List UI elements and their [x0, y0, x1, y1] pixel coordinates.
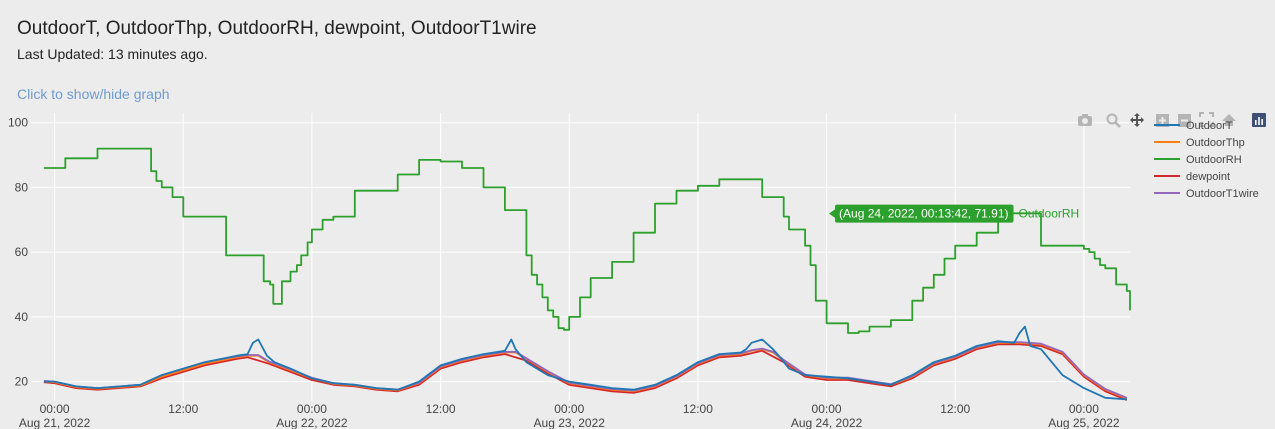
- y-axis: 20 40 60 80 100: [8, 116, 28, 389]
- x-tick-label: 12:00: [683, 402, 713, 416]
- x-tick-label: 12:00: [940, 402, 970, 416]
- y-tick-label: 100: [8, 116, 28, 130]
- x-tick-date-label: Aug 22, 2022: [276, 416, 348, 429]
- reset-axes-icon[interactable]: [1222, 114, 1236, 126]
- legend-item-outdoort[interactable]: OutdoorT: [1154, 120, 1233, 132]
- legend-label: OutdoorT1wire: [1186, 188, 1259, 200]
- tooltip-series: OutdoorRH: [1019, 207, 1080, 221]
- y-tick-label: 40: [15, 310, 29, 324]
- legend-label: dewpoint: [1186, 171, 1230, 183]
- autoscale-icon[interactable]: [1199, 112, 1214, 127]
- legend-item-outdoorrh[interactable]: OutdoorRH: [1154, 154, 1242, 166]
- legend-label: OutdoorT: [1186, 120, 1233, 132]
- y-tick-label: 20: [15, 375, 29, 389]
- toggle-graph-link[interactable]: Click to show/hide graph: [17, 86, 170, 102]
- x-tick-date-label: Aug 23, 2022: [534, 416, 606, 429]
- x-tick-label: 00:00: [554, 402, 584, 416]
- tooltip-box: [835, 204, 1014, 223]
- page-title: OutdoorT, OutdoorThp, OutdoorRH, dewpoin…: [17, 18, 537, 39]
- series-line-outdoort[interactable]: [43, 325, 1127, 401]
- x-tick-label: 00:00: [1069, 402, 1099, 416]
- x-tick-label: 00:00: [297, 402, 327, 416]
- x-tick-date-label: Aug 25, 2022: [1048, 416, 1120, 429]
- legend-item-outdoorthp[interactable]: OutdoorThp: [1154, 137, 1245, 149]
- zoom-in-icon[interactable]: [1156, 114, 1169, 127]
- y-tick-label: 80: [15, 180, 29, 194]
- tooltip-text: (Aug 24, 2022, 00:13:42, 71.91): [839, 207, 1008, 221]
- series-line-dewpoint[interactable]: [43, 343, 1128, 401]
- hover-tooltip: (Aug 24, 2022, 00:13:42, 71.91) OutdoorR…: [829, 204, 1080, 223]
- legend-label: OutdoorThp: [1186, 137, 1245, 149]
- tooltip-arrow: [829, 208, 837, 219]
- zoom-out-icon[interactable]: [1178, 114, 1191, 127]
- series-line-outdoort1wire[interactable]: [43, 341, 1128, 399]
- legend-label: OutdoorRH: [1186, 154, 1242, 166]
- camera-icon[interactable]: [1078, 114, 1092, 126]
- plotly-logo-icon[interactable]: [1252, 113, 1266, 127]
- x-tick-label: 00:00: [40, 402, 70, 416]
- x-tick-label: 12:00: [426, 402, 456, 416]
- y-tick-label: 60: [15, 245, 29, 259]
- modebar: [1078, 112, 1266, 128]
- zoom-icon[interactable]: [1106, 113, 1121, 128]
- legend[interactable]: OutdoorT OutdoorThp OutdoorRH dewpoint Outdo…: [1154, 120, 1259, 200]
- legend-item-outdoort1wire[interactable]: OutdoorT1wire: [1154, 188, 1259, 200]
- legend-item-dewpoint[interactable]: dewpoint: [1154, 171, 1230, 183]
- series-line-outdoorrh[interactable]: [43, 147, 1131, 334]
- pan-icon[interactable]: [1130, 113, 1144, 127]
- last-updated-text: Last Updated: 13 minutes ago.: [17, 46, 208, 62]
- x-tick-label: 12:00: [168, 402, 198, 416]
- x-tick-label: 00:00: [812, 402, 842, 416]
- x-tick-date-label: Aug 24, 2022: [791, 416, 863, 429]
- x-tick-date-label: Aug 21, 2022: [19, 416, 91, 429]
- gridlines: [31, 113, 1130, 401]
- plot-area[interactable]: [43, 147, 1131, 401]
